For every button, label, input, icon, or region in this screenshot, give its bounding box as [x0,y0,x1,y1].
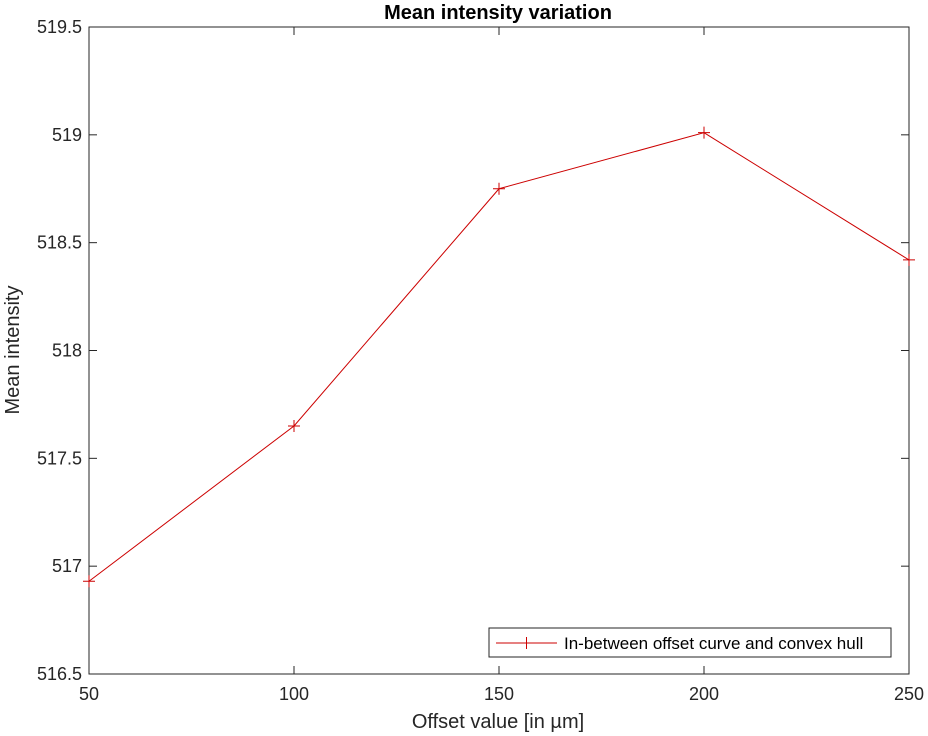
series-layer [83,126,915,588]
y-axis: 516.5 517 517.5 518 518.5 519 519.5 [37,17,909,684]
x-axis: 50 100 150 200 250 [79,27,924,704]
data-point-marker [903,253,915,266]
y-tick-label: 517 [52,556,82,576]
y-tick-label: 519 [52,125,82,145]
plot-area [88,26,910,675]
chart-title: Mean intensity variation [384,2,612,24]
y-tick-label: 517.5 [37,448,82,468]
x-tick-label: 50 [79,684,99,704]
x-tick-label: 100 [279,684,309,704]
legend-entry-label: In-between offset curve and convex hull [564,634,863,653]
y-axis-label: Mean intensity [2,286,24,415]
data-point-marker [698,126,710,139]
y-tick-label: 518.5 [37,233,82,253]
x-tick-label: 250 [894,684,924,704]
data-point-marker [83,575,95,588]
data-point-marker [288,419,300,432]
x-axis-label: Offset value [in µm] [412,711,584,733]
x-tick-label: 200 [689,684,719,704]
legend-plus-marker [520,637,533,649]
y-tick-label: 516.5 [37,664,82,684]
y-tick-label: 518 [52,341,82,361]
x-tick-label: 150 [484,684,514,704]
data-point-marker [493,182,505,195]
legend: In-between offset curve and convex hull [488,627,892,658]
y-tick-label: 519.5 [37,17,82,37]
